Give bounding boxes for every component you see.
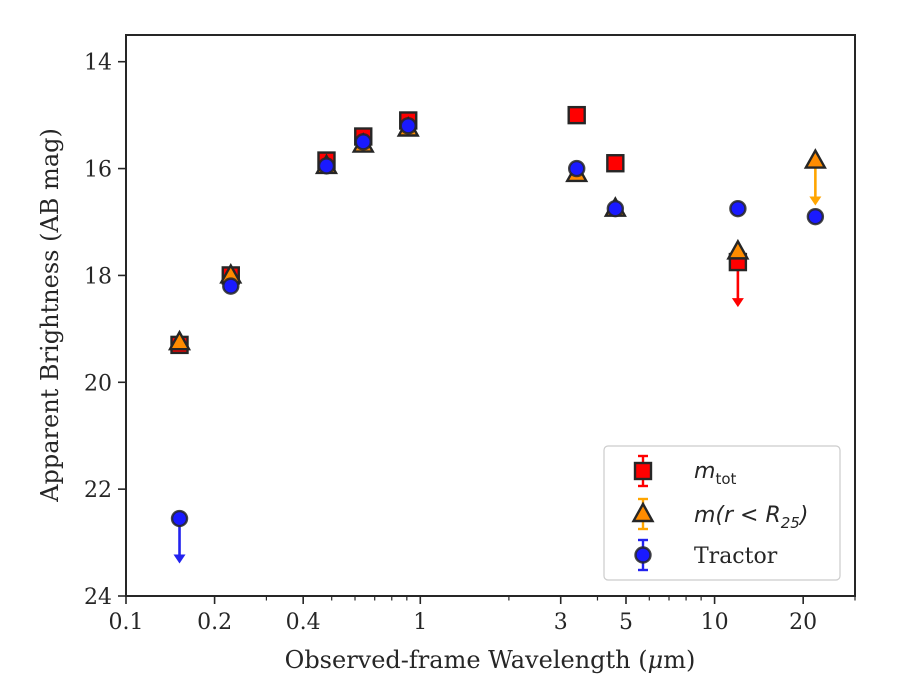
x-tick-label-5: 5 bbox=[619, 610, 633, 635]
data-point-m-r-r25-7 bbox=[726, 238, 750, 260]
data-point-tractor-1 bbox=[222, 277, 240, 295]
legend-marker-tractor bbox=[634, 546, 652, 564]
legend-box bbox=[603, 445, 841, 581]
y-tick-label-24: 24 bbox=[84, 585, 112, 610]
x-tick-label-0-2: 0.2 bbox=[197, 610, 232, 635]
data-point-tractor-5 bbox=[568, 159, 586, 178]
legend-entry-m-r25: m(r < R25) bbox=[694, 503, 808, 532]
x-axis-ticks: 0.1 0.2 0.4 1 3 5 10 20 bbox=[109, 596, 856, 635]
x-tick-label-3: 3 bbox=[554, 610, 568, 635]
y-axis-ticks: 14 16 18 20 22 24 bbox=[84, 51, 126, 610]
y-tick-label-20: 20 bbox=[84, 371, 112, 396]
legend-markers bbox=[631, 454, 655, 572]
legend-entry-tractor: Tractor bbox=[694, 544, 778, 569]
x-tick-label-1: 1 bbox=[413, 610, 427, 635]
data-point-m-tot-5 bbox=[567, 105, 586, 125]
data-point-tractor-3 bbox=[354, 133, 372, 151]
y-tick-label-18: 18 bbox=[84, 264, 112, 289]
legend-marker-m-r-r25 bbox=[631, 501, 655, 523]
x-tick-label-0-1: 0.1 bbox=[109, 610, 144, 635]
data-point-tractor-7 bbox=[729, 199, 747, 218]
x-tick-label-10: 10 bbox=[701, 610, 729, 635]
data-point-tractor-8 bbox=[806, 207, 825, 226]
legend-entry-m-tot: mtot bbox=[694, 459, 736, 488]
data-point-m-r-r25-0 bbox=[167, 329, 192, 351]
data-point-tractor-2 bbox=[317, 157, 336, 175]
legend-marker-m-tot bbox=[633, 461, 653, 481]
data-marks bbox=[167, 105, 827, 564]
x-tick-label-0-4: 0.4 bbox=[286, 610, 321, 635]
upper-limit-arrow-head bbox=[731, 298, 744, 308]
data-point-m-tot-6 bbox=[606, 154, 625, 173]
y-axis-label: Apparent Brightness (AB mag) bbox=[36, 128, 64, 503]
data-point-tractor-6 bbox=[606, 199, 625, 218]
upper-limit-arrow-head bbox=[173, 554, 186, 564]
legend: mtot m(r < R25) Tractor bbox=[603, 445, 841, 581]
y-tick-label-22: 22 bbox=[84, 478, 112, 503]
series-tractor bbox=[170, 117, 825, 564]
y-tick-label-14: 14 bbox=[84, 51, 112, 76]
data-point-tractor-4 bbox=[399, 117, 417, 135]
data-point-tractor-0 bbox=[170, 509, 189, 528]
upper-limit-arrow-head bbox=[809, 196, 822, 206]
x-axis-label: Observed-frame Wavelength (μm) bbox=[285, 646, 696, 674]
y-tick-label-16: 16 bbox=[84, 158, 112, 183]
plot-frame bbox=[125, 34, 856, 597]
x-tick-label-20: 20 bbox=[789, 610, 817, 635]
data-point-m-r-r25-8 bbox=[803, 148, 827, 169]
